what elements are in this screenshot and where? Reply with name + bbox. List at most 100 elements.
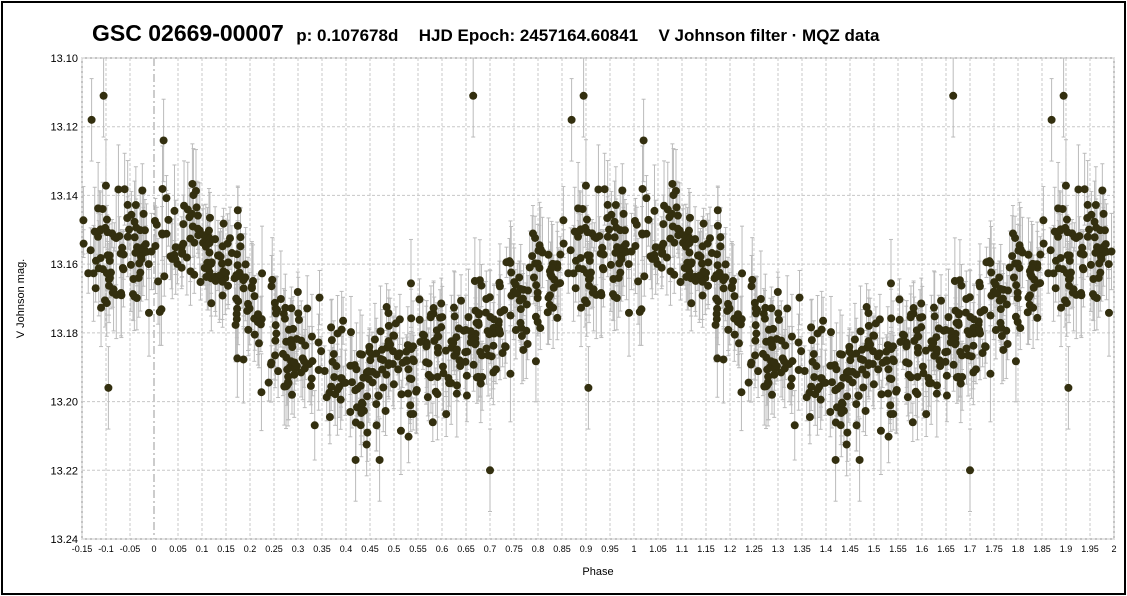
data-point	[496, 308, 505, 317]
data-point	[723, 306, 732, 315]
data-point	[751, 336, 760, 345]
data-point	[207, 299, 216, 308]
data-point	[1062, 269, 1071, 278]
data-point	[904, 359, 913, 368]
data-point	[119, 265, 128, 274]
data-point	[179, 220, 188, 229]
data-point	[423, 393, 432, 402]
data-point	[805, 413, 814, 422]
data-point	[126, 260, 135, 269]
data-point	[303, 304, 312, 313]
data-point	[102, 299, 111, 308]
data-point	[874, 365, 883, 374]
data-point	[450, 312, 459, 321]
data-point	[950, 277, 959, 286]
data-point	[962, 344, 971, 353]
data-point	[456, 362, 465, 371]
data-point	[516, 305, 525, 314]
data-point	[372, 400, 381, 409]
data-point	[965, 330, 974, 339]
data-point	[547, 263, 556, 272]
data-point	[464, 313, 473, 322]
data-point	[409, 409, 418, 418]
data-point	[826, 328, 835, 337]
data-point	[160, 272, 169, 281]
data-point	[794, 338, 803, 347]
data-point	[797, 347, 806, 356]
data-point	[290, 370, 299, 379]
data-point	[449, 338, 458, 347]
data-point	[484, 351, 493, 360]
data-point	[813, 329, 822, 338]
x-tick-label: 1.55	[889, 544, 907, 554]
data-point	[250, 330, 259, 339]
data-point	[315, 293, 324, 302]
data-point	[637, 305, 646, 314]
data-point	[777, 336, 786, 345]
data-point	[327, 323, 336, 332]
data-point	[437, 323, 446, 332]
x-tick-label: 1.6	[916, 544, 929, 554]
data-point	[854, 392, 863, 401]
data-point	[367, 350, 376, 359]
data-point	[328, 357, 337, 366]
data-point	[257, 388, 266, 397]
data-point	[455, 356, 464, 365]
data-point	[727, 282, 736, 291]
data-point	[192, 203, 201, 212]
x-tick-label: 0.05	[169, 544, 187, 554]
data-point	[308, 357, 317, 366]
data-point	[219, 219, 228, 228]
data-point	[105, 251, 114, 260]
data-point	[179, 239, 188, 248]
data-point	[202, 272, 211, 281]
data-point	[402, 357, 411, 366]
data-point	[600, 185, 609, 194]
data-point	[644, 215, 653, 224]
data-point	[667, 209, 676, 218]
data-point	[482, 344, 491, 353]
data-point	[154, 277, 163, 286]
data-point	[682, 272, 691, 281]
data-point	[559, 216, 568, 225]
data-point	[233, 354, 242, 363]
data-point	[241, 260, 250, 269]
data-point	[96, 225, 105, 234]
data-point	[233, 206, 242, 215]
data-point	[379, 355, 388, 364]
data-point	[774, 315, 783, 324]
data-point	[236, 242, 245, 251]
data-point	[151, 242, 160, 251]
data-point	[481, 308, 490, 317]
data-point	[756, 294, 765, 303]
data-point	[114, 185, 123, 194]
data-point	[158, 230, 167, 239]
data-point	[390, 331, 399, 340]
data-point	[559, 239, 568, 248]
data-point	[98, 204, 107, 213]
data-point	[116, 249, 125, 258]
data-point	[691, 235, 700, 244]
data-point	[436, 313, 445, 322]
data-point	[1056, 225, 1065, 234]
x-axis-label: Phase	[582, 566, 613, 578]
chart-title-period: p: 0.107678d	[296, 26, 399, 45]
data-point	[944, 313, 953, 322]
y-tick-label: 13.20	[50, 397, 78, 409]
data-point	[306, 381, 315, 390]
data-point	[610, 217, 619, 226]
data-point	[395, 349, 404, 358]
data-point	[787, 332, 796, 341]
data-point	[935, 356, 944, 365]
data-point	[790, 421, 799, 430]
data-point	[986, 369, 995, 378]
data-point	[748, 275, 757, 284]
data-point	[698, 291, 707, 300]
data-point	[476, 379, 485, 388]
data-point	[943, 347, 952, 356]
y-tick-label: 13.16	[50, 259, 78, 271]
data-point	[685, 239, 694, 248]
data-point	[516, 318, 525, 327]
data-point	[969, 341, 978, 350]
data-point	[1057, 303, 1066, 312]
